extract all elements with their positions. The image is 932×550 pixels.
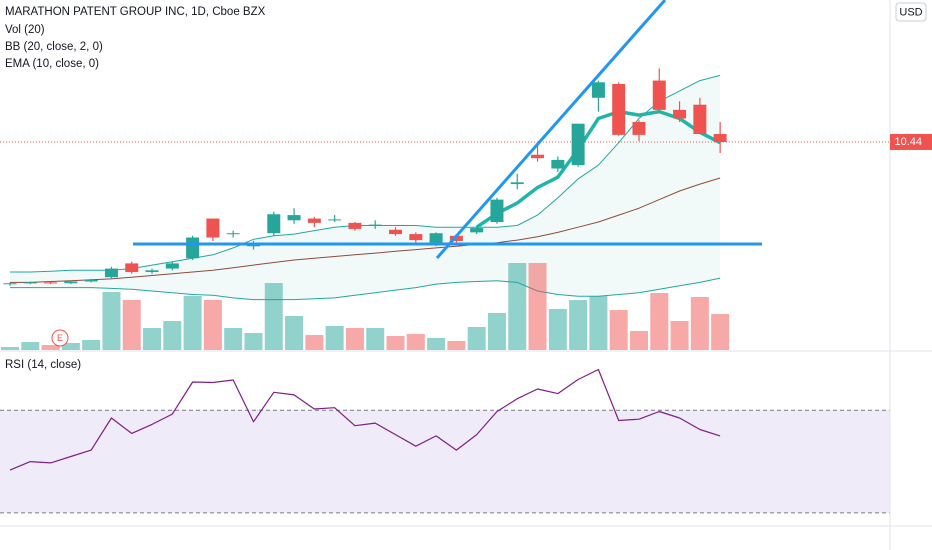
volume-bar [61, 343, 80, 350]
last-price-label: 10.44 [894, 136, 922, 148]
candle-body [531, 154, 545, 159]
candle-body [368, 224, 382, 226]
indicator-label: BB (20, close, 2, 0) [5, 41, 103, 53]
volume-bar [427, 338, 446, 350]
volume-bar [690, 297, 709, 350]
candle-body [145, 270, 159, 273]
bb-basis [10, 177, 721, 283]
candle-body [652, 80, 666, 110]
candle-body [409, 234, 423, 241]
volume-bar [305, 335, 324, 350]
volume-bar [670, 321, 689, 350]
candle-body [612, 84, 626, 135]
candle-body [571, 123, 585, 166]
candles [3, 68, 727, 286]
candle-body [693, 104, 707, 135]
candle-body [429, 233, 443, 245]
rsi-band-fill [0, 410, 890, 513]
candle-body [125, 263, 139, 273]
candle-body [389, 229, 403, 235]
volume-bar [143, 328, 162, 350]
candle-body [673, 109, 687, 119]
currency: USD [899, 6, 922, 18]
indicator-label: EMA (10, close, 0) [5, 58, 99, 70]
volume-bar [1, 347, 19, 350]
candle-body [267, 214, 281, 234]
volume-bar [244, 333, 263, 350]
candle-body [449, 235, 463, 241]
bb-lower [10, 277, 721, 301]
candle-body [206, 218, 220, 238]
volume-bar [183, 296, 202, 350]
last-price-box [890, 133, 932, 150]
volume-bar [386, 336, 405, 350]
volume [1, 263, 730, 350]
volume-bar [325, 326, 344, 350]
candle-body [328, 219, 342, 221]
volume-bar [345, 328, 364, 350]
candle-body [510, 182, 524, 185]
earnings-marker[interactable] [51, 329, 69, 347]
volume-bar [650, 293, 669, 350]
volume-bar [508, 263, 527, 350]
volume-bar [21, 342, 40, 350]
volume-bar [528, 263, 547, 350]
volume-bar [569, 300, 588, 350]
volume-bar [102, 292, 121, 350]
volume-bar [487, 313, 506, 350]
volume-bar [366, 328, 385, 350]
volume-bar [224, 328, 243, 350]
candle-body [591, 82, 605, 98]
candle-body [104, 268, 118, 278]
volume-bar [447, 341, 466, 350]
rsi-pane [9, 368, 721, 471]
volume-bar [163, 321, 182, 350]
candle-body [490, 199, 504, 223]
axes: 10.44 [890, 133, 932, 150]
candle-body [3, 283, 17, 285]
candle-body [186, 237, 200, 259]
candle-body [44, 282, 58, 284]
volume-bar [82, 340, 101, 350]
volume-bar [264, 283, 283, 350]
candle-body [246, 245, 260, 247]
candle-body [307, 218, 321, 223]
candle-body [632, 121, 646, 135]
candle-body [470, 228, 484, 233]
volume-bar [406, 334, 425, 350]
rsi-band [0, 409, 890, 514]
volume-bar [711, 314, 730, 350]
candle-body [84, 279, 98, 282]
volume-bar [548, 309, 567, 350]
candle-body [348, 222, 362, 229]
candle-body [165, 263, 179, 269]
volume-bar [609, 310, 628, 350]
volume-bar [285, 316, 304, 350]
trend-line[interactable] [435, 0, 667, 259]
volume-bar [122, 300, 141, 350]
rsi-title: RSI (14, close) [5, 359, 81, 371]
currency-box[interactable] [895, 2, 927, 22]
volume-bar [41, 345, 60, 350]
earnings-label: E [57, 333, 63, 343]
volume-bar [467, 327, 486, 350]
candle-body [551, 159, 565, 169]
candle-body [23, 282, 37, 284]
candle-body [287, 215, 301, 221]
indicator-label: Vol (20) [5, 24, 45, 36]
candle-body [713, 134, 727, 142]
volume-bar [203, 300, 222, 350]
chart-title: MARATHON PATENT GROUP INC, 1D, Cboe BZX [5, 6, 266, 18]
rsi-line [9, 368, 721, 471]
volume-bar [629, 331, 648, 350]
candle-body [226, 233, 240, 235]
volume-bar [589, 296, 608, 350]
candle-body [64, 281, 78, 284]
